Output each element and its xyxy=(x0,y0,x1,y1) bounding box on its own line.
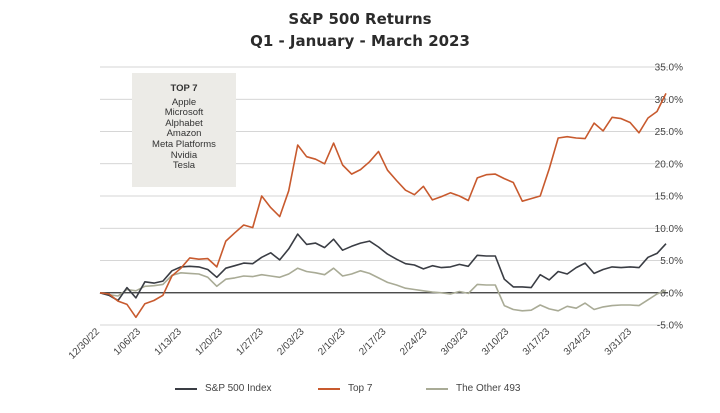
legend-item-top7: Top 7 xyxy=(318,383,372,394)
y-axis-tick-labels: -5.0% 0.0% 5.0% 10.0% 15.0% 20.0% 25.0% 30.0% 35… xyxy=(655,63,683,332)
x-tick-label: 1/20/23 xyxy=(194,326,226,358)
series-line-other493 xyxy=(99,267,667,312)
chart-legend: S&P 500 Index Top 7 The Other 493 xyxy=(0,383,720,401)
chart-title: S&P 500 Returns xyxy=(288,10,432,28)
y-tick-label: 35.0% xyxy=(655,63,683,74)
legend-swatch-sp500 xyxy=(175,387,197,390)
legend-swatch-top7 xyxy=(318,387,340,390)
x-tick-label: 3/10/23 xyxy=(480,326,512,358)
x-tick-label: 1/06/23 xyxy=(112,326,144,358)
series-lines xyxy=(99,93,667,319)
legend-label-top7: Top 7 xyxy=(348,383,373,394)
top7-box-item-meta: Meta Platforms xyxy=(152,138,216,150)
legend-item-other493: The Other 493 xyxy=(426,383,520,394)
top7-box-heading: TOP 7 xyxy=(170,83,198,94)
x-tick-label: 2/10/23 xyxy=(316,326,348,358)
top7-box-item-amazon: Amazon xyxy=(166,128,202,140)
x-tick-label: 3/24/23 xyxy=(562,326,594,358)
legend-swatch-other493 xyxy=(426,387,448,390)
top7-box-item-microsoft: Microsoft xyxy=(164,107,204,119)
top7-callout-box: TOP 7 Apple Microsoft Alphabet Amazon Me… xyxy=(132,73,236,187)
y-tick-label: -5.0% xyxy=(657,321,683,332)
x-tick-label: 2/17/23 xyxy=(357,326,389,358)
legend-label-other493: The Other 493 xyxy=(456,383,521,394)
x-tick-label: 1/13/23 xyxy=(153,326,185,358)
y-tick-label: 5.0% xyxy=(660,256,683,267)
legend-label-sp500: S&P 500 Index xyxy=(205,383,272,394)
y-tick-label: 0.0% xyxy=(660,288,683,299)
x-tick-label: 2/24/23 xyxy=(398,326,430,358)
legend-item-sp500: S&P 500 Index xyxy=(175,383,272,394)
y-tick-label: 15.0% xyxy=(655,192,683,203)
x-tick-label: 3/03/23 xyxy=(439,326,471,358)
series-line-top7 xyxy=(99,93,667,319)
top7-box-item-apple: Apple xyxy=(171,96,197,108)
x-axis-tick-labels: 12/30/22 1/06/23 1/13/23 1/20/23 1/27/23 2/03… xyxy=(67,326,635,362)
x-tick-label: 1/27/23 xyxy=(234,326,266,358)
top7-box-item-alphabet: Alphabet xyxy=(165,117,203,129)
top7-box-item-nvidia: Nvidia xyxy=(170,149,198,161)
top7-box-item-tesla: Tesla xyxy=(172,160,196,172)
x-tick-label: 2/03/23 xyxy=(275,326,307,358)
y-tick-label: 25.0% xyxy=(655,127,683,138)
y-tick-label: 30.0% xyxy=(655,95,683,106)
y-tick-label: 10.0% xyxy=(655,224,683,235)
y-tick-label: 20.0% xyxy=(655,159,683,170)
x-tick-label: 3/31/23 xyxy=(603,326,635,358)
x-tick-label: 12/30/22 xyxy=(67,326,103,362)
series-line-sp500 xyxy=(99,233,667,302)
chart-subtitle: Q1 - January - March 2023 xyxy=(250,32,470,50)
x-tick-label: 3/17/23 xyxy=(521,326,553,358)
